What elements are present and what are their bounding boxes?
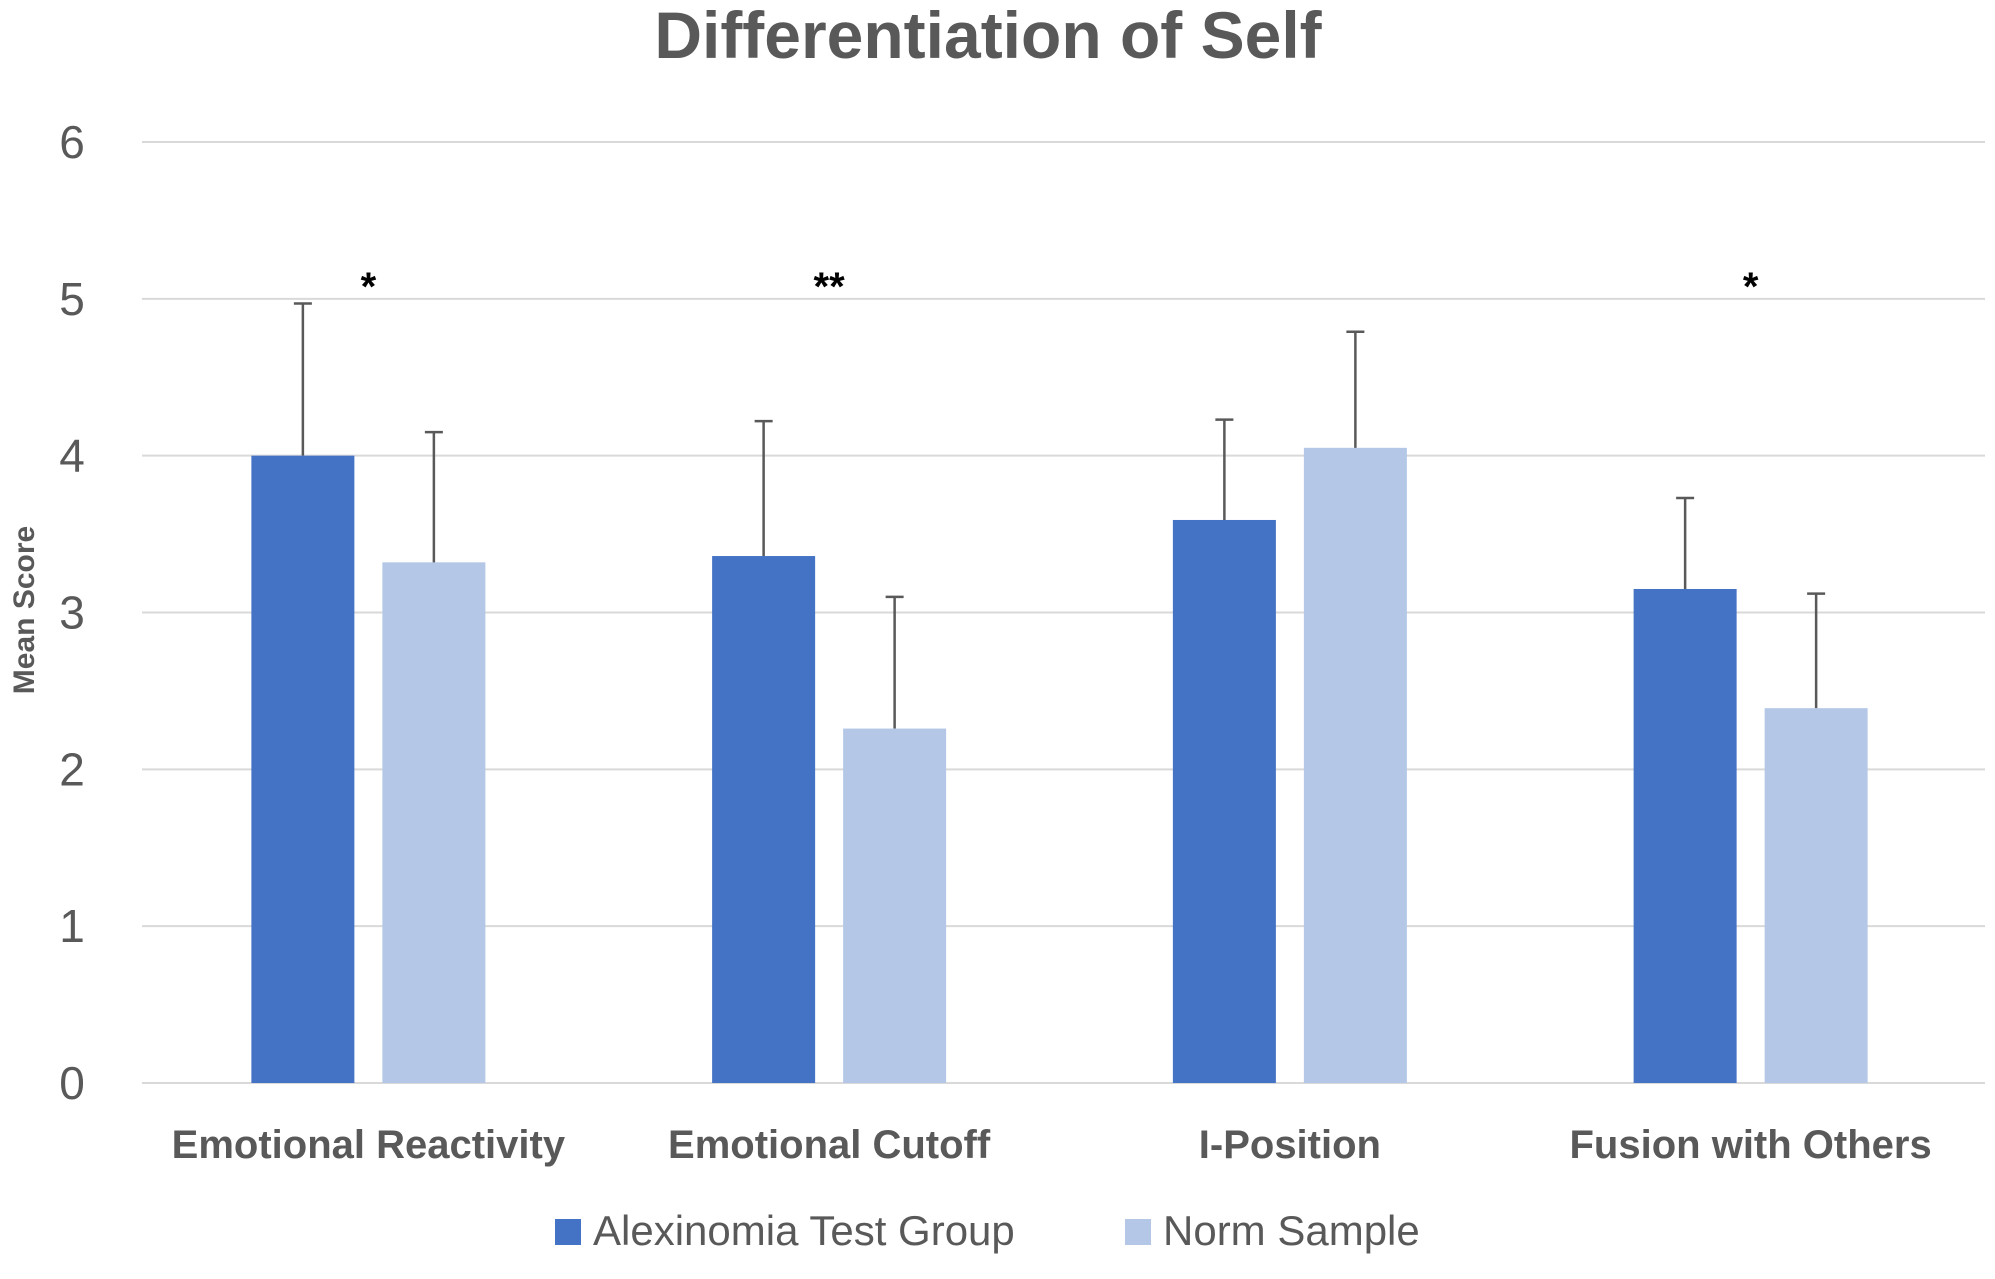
bar-i-position-series-1 <box>1172 519 1276 1083</box>
bar-emotional-cutoff-series-1 <box>712 556 816 1083</box>
y-tick-label-0: 0 <box>59 1057 85 1109</box>
error-bars <box>293 302 1826 729</box>
legend-swatch-2 <box>1125 1219 1151 1245</box>
category-label-i-position: I-Position <box>1199 1123 1381 1167</box>
bar-emotional-reactivity-series-1 <box>251 455 355 1084</box>
bar-fusion-with-others-series-1 <box>1633 588 1737 1083</box>
bar-fusion-with-others-series-2 <box>1764 708 1868 1083</box>
legend-label-1: Alexinomia Test Group <box>593 1207 1015 1254</box>
y-tick-label-4: 4 <box>59 430 85 482</box>
y-tick-label-5: 5 <box>59 273 85 325</box>
bar-i-position-series-2 <box>1303 447 1407 1083</box>
category-label-fusion-with-others: Fusion with Others <box>1570 1123 1932 1167</box>
bar-emotional-cutoff-series-2 <box>843 728 947 1083</box>
x-axis-categories: Emotional Reactivity Emotional Cutoff I-Po… <box>172 1123 1932 1167</box>
significance-fusion-with-others: * <box>1743 265 1759 309</box>
bar-emotional-reactivity-series-2 <box>382 562 486 1083</box>
category-label-emotional-cutoff: Emotional Cutoff <box>668 1123 991 1167</box>
bars <box>251 447 1868 1084</box>
significance-emotional-reactivity: * <box>361 265 377 309</box>
category-label-emotional-reactivity: Emotional Reactivity <box>172 1123 566 1167</box>
significance-annotations: * ** * <box>361 265 1759 309</box>
y-tick-label-3: 3 <box>59 587 85 639</box>
legend-label-2: Norm Sample <box>1163 1207 1420 1254</box>
chart-title: Differentiation of Self <box>654 0 1322 72</box>
significance-emotional-cutoff: ** <box>814 265 846 309</box>
y-axis-label: Mean Score <box>8 526 41 694</box>
y-tick-label-1: 1 <box>59 900 85 952</box>
legend: Alexinomia Test Group Norm Sample <box>555 1207 1420 1254</box>
y-axis-ticks: 0 1 2 3 4 5 6 <box>59 116 85 1109</box>
y-tick-label-6: 6 <box>59 116 85 168</box>
legend-swatch-1 <box>555 1219 581 1245</box>
y-tick-label-2: 2 <box>59 743 85 795</box>
